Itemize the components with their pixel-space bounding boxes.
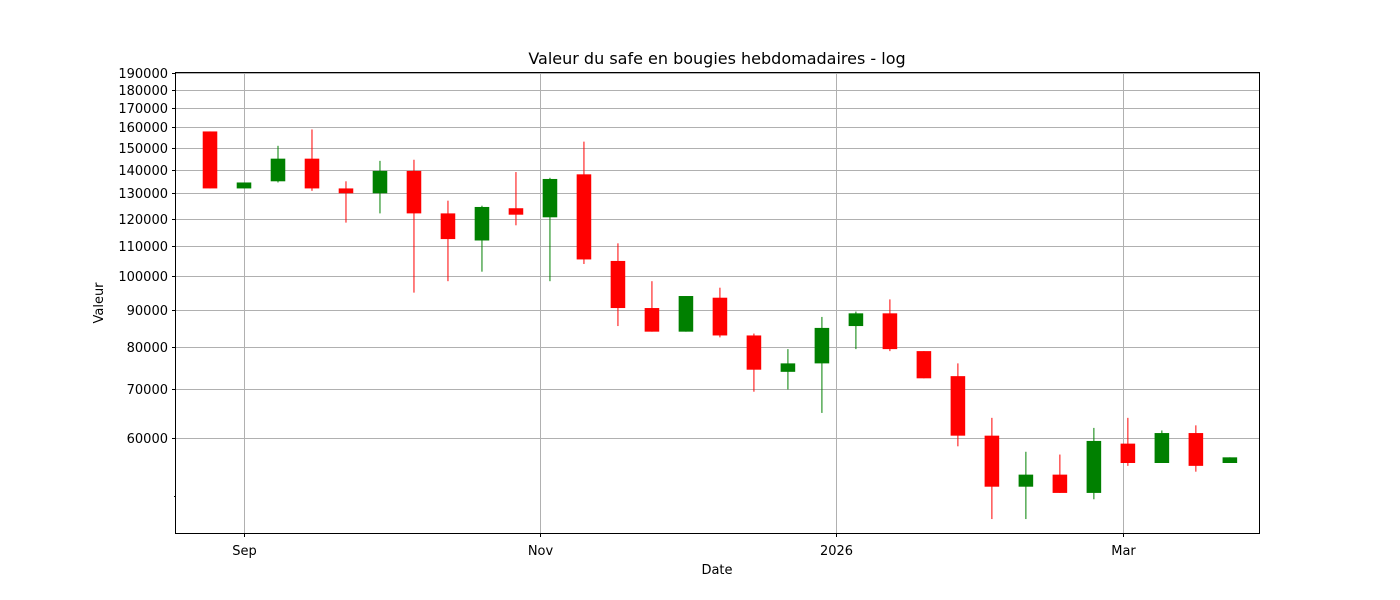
candle-body	[304, 158, 320, 189]
candle-down	[1188, 425, 1204, 472]
candle-body	[202, 131, 218, 189]
y-tick-label: 160000	[118, 121, 168, 136]
candle-body	[746, 335, 762, 370]
y-tick-label: 140000	[118, 164, 168, 179]
candle-body	[678, 296, 694, 332]
candle-down	[1052, 454, 1068, 493]
x-tick-label: Nov	[528, 544, 554, 559]
candle-body	[610, 260, 626, 309]
candle-body	[542, 178, 558, 218]
candle-down	[576, 141, 592, 264]
x-axis-ticks: Sep Nov 2026 Mar	[232, 533, 1136, 559]
candle-body	[712, 297, 728, 336]
candle-up	[236, 182, 252, 189]
candle-body	[984, 435, 1000, 487]
candle-up	[1018, 451, 1034, 520]
y-tick-label: 110000	[118, 240, 168, 255]
candle-down	[202, 131, 218, 189]
candle-body	[780, 363, 796, 372]
y-tick-label: 90000	[127, 304, 168, 319]
candle-body	[848, 313, 864, 327]
candle-body	[1086, 440, 1102, 493]
candle-up	[372, 160, 388, 214]
candle-body	[406, 170, 422, 214]
y-axis-label: Valeur	[92, 282, 107, 324]
candle-down	[406, 159, 422, 293]
candle-down	[984, 417, 1000, 520]
grid	[176, 73, 1259, 533]
chart-title: Valeur du safe en bougies hebdomadaires …	[528, 49, 905, 68]
candle-body	[1154, 433, 1170, 463]
y-tick-label: 60000	[127, 432, 168, 447]
candle-down	[338, 181, 354, 223]
candle-body	[916, 351, 932, 379]
candle-body	[474, 206, 490, 241]
candle-up	[1222, 457, 1238, 463]
candle-body	[1188, 433, 1204, 466]
candle-down	[950, 363, 966, 447]
candle-up	[474, 205, 490, 272]
y-tick-label: 100000	[118, 270, 168, 285]
candle-body	[1018, 474, 1034, 487]
candle-up	[678, 296, 694, 332]
candle-body	[1120, 443, 1136, 463]
y-tick-label: 80000	[127, 341, 168, 356]
candle-down	[882, 299, 898, 352]
candle-body	[814, 327, 830, 364]
x-tick-label: 2026	[820, 544, 853, 559]
candle-down	[610, 243, 626, 327]
candle-body	[270, 158, 286, 182]
y-tick-label: 170000	[118, 102, 168, 117]
candle-up	[848, 311, 864, 350]
candle-down	[644, 281, 660, 332]
x-tick-label: Sep	[232, 544, 257, 559]
y-axis-ticks: 60000 70000 80000 90000 100000 110000 120000 13…	[118, 67, 176, 497]
candle-down	[440, 200, 456, 282]
y-tick-label: 120000	[118, 213, 168, 228]
candle-body	[338, 188, 354, 194]
candle-up	[542, 177, 558, 282]
candle-body	[1222, 457, 1238, 463]
candle-body	[882, 313, 898, 350]
candle-up	[270, 145, 286, 183]
candle-body	[508, 208, 524, 215]
candle-up	[780, 349, 796, 390]
candle-down	[304, 129, 320, 191]
candle-down	[712, 287, 728, 338]
plot-frame	[175, 72, 1260, 534]
candle-body	[950, 376, 966, 436]
candle-up	[814, 316, 830, 413]
candle-up	[1154, 430, 1170, 463]
y-tick-label: 130000	[118, 187, 168, 202]
y-tick-label: 190000	[118, 67, 168, 82]
candle-up	[1086, 427, 1102, 500]
candle-down	[746, 333, 762, 392]
candle-down	[916, 351, 932, 379]
candle-body	[1052, 474, 1068, 493]
candle-body	[440, 213, 456, 240]
y-tick-label: 150000	[118, 142, 168, 157]
candle-body	[372, 170, 388, 194]
y-tick-label: 70000	[127, 383, 168, 398]
candle-body	[236, 182, 252, 189]
candle-body	[644, 308, 660, 332]
x-tick-label: Mar	[1111, 544, 1136, 559]
candle-down	[508, 172, 524, 226]
candle-down	[1120, 417, 1136, 466]
x-axis-label: Date	[701, 563, 732, 578]
candle-body	[576, 174, 592, 260]
candles	[202, 129, 1238, 520]
y-tick-label: 180000	[118, 84, 168, 99]
